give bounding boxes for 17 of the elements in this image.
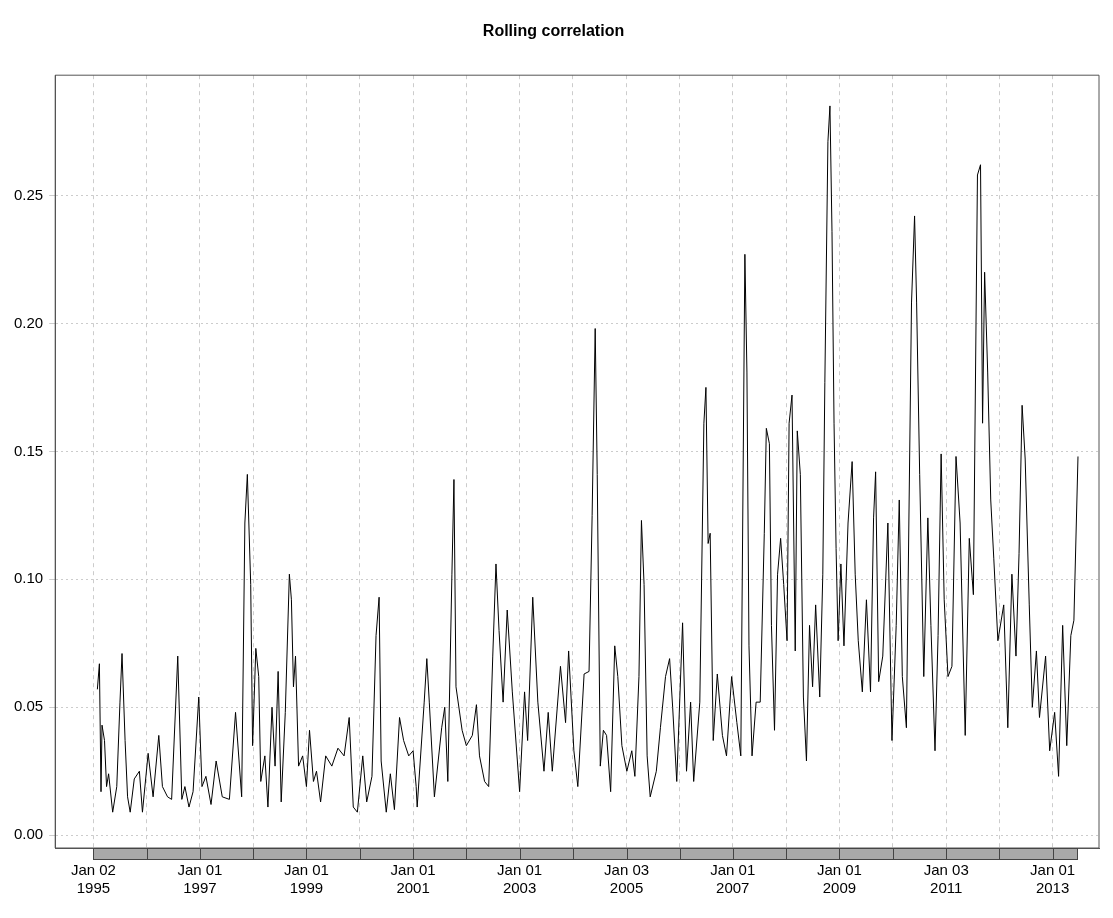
chart-title: Rolling correlation (482, 22, 625, 40)
x-tick-label: Jan 01 2007 (710, 861, 756, 897)
x-tick-label: Jan 01 1999 (283, 861, 329, 897)
x-tick-label: Jan 01 2003 (497, 861, 543, 897)
y-tick-label: 0.00 (13, 825, 44, 843)
x-tick-label: Jan 01 2009 (816, 861, 862, 897)
y-tick-label: 0.15 (13, 441, 44, 459)
x-tick-label: Jan 01 1997 (177, 861, 223, 897)
x-tick-label: Jan 02 1995 (70, 861, 116, 897)
y-tick-label: 0.05 (13, 697, 44, 715)
x-tick-label: Jan 03 2011 (923, 861, 969, 897)
x-tick-label: Jan 01 2013 (1030, 861, 1076, 897)
y-tick-label: 0.20 (13, 313, 44, 331)
x-tick-label: Jan 03 2005 (604, 861, 650, 897)
x-tick-label: Jan 01 2001 (390, 861, 436, 897)
y-tick-label: 0.10 (13, 569, 44, 587)
y-tick-label: 0.25 (13, 185, 44, 203)
